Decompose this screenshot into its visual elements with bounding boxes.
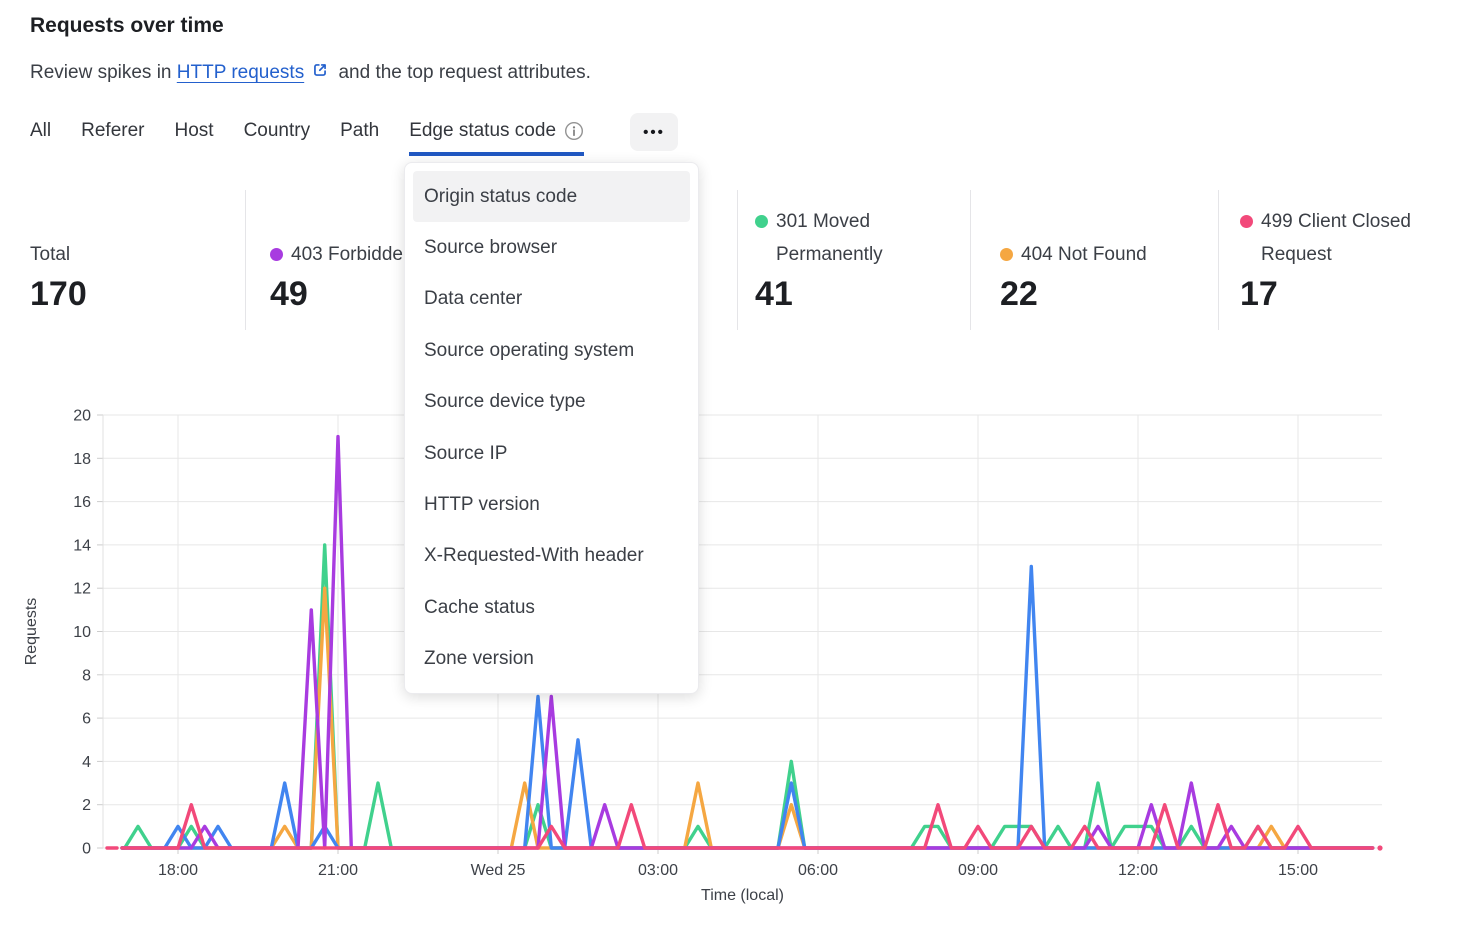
stat-label-text: 499 Client Closed Request [1261, 211, 1411, 265]
y-tick-label: 6 [82, 711, 91, 728]
legend-dot [270, 248, 283, 261]
tab-country[interactable]: Country [244, 120, 311, 152]
stat-label-text: 404 Not Found [1021, 244, 1147, 265]
http-requests-link[interactable]: HTTP requests [176, 62, 305, 83]
y-tick-label: 16 [73, 494, 91, 511]
x-tick-label: 12:00 [1118, 862, 1158, 879]
stats-divider [1218, 190, 1219, 330]
stat-label-text: 403 Forbidden [291, 244, 414, 265]
stats-divider [737, 190, 738, 330]
tab-label: Edge status code [409, 120, 557, 141]
legend-dot [755, 215, 768, 228]
subtitle-prefix: Review spikes in [30, 62, 177, 83]
y-tick-label: 10 [73, 624, 91, 641]
tab-edge-status-code[interactable]: Edge status code [409, 120, 585, 156]
y-axis-title: Requests [23, 598, 40, 666]
tab-label: Country [243, 120, 311, 141]
tab-host[interactable]: Host [174, 120, 213, 152]
x-tick-label: 09:00 [958, 862, 998, 879]
x-tick-label: 06:00 [798, 862, 838, 879]
info-icon[interactable] [564, 121, 584, 141]
stat-value: 17 [1240, 275, 1278, 313]
more-tabs-button[interactable]: ••• [630, 113, 679, 151]
y-tick-label: 20 [73, 408, 91, 425]
stats-divider [970, 190, 971, 330]
stat-value: 49 [270, 275, 308, 313]
tab-all[interactable]: All [30, 120, 51, 152]
x-tick-label: Wed 25 [471, 862, 526, 879]
tab-label: Host [174, 120, 214, 141]
stat-card-403-forbidden: 403 Forbidden 49 [270, 190, 440, 312]
menu-item-cache-status[interactable]: Cache status [424, 596, 535, 618]
menu-item-source-operating-system[interactable]: Source operating system [424, 339, 635, 361]
stats-divider [245, 190, 246, 330]
menu-item-zone-version[interactable]: Zone version [424, 648, 534, 670]
menu-item-http-version[interactable]: HTTP version [424, 494, 540, 516]
page-subtitle: Review spikes in HTTP requests and the t… [30, 61, 591, 85]
stat-label-text: 301 Moved Permanently [776, 211, 883, 265]
y-tick-label: 4 [82, 754, 91, 771]
stat-value: 170 [30, 275, 87, 313]
tab-path[interactable]: Path [340, 120, 379, 152]
menu-item-origin-status-code[interactable]: Origin status code [413, 171, 690, 223]
x-tick-label: 21:00 [318, 862, 358, 879]
y-tick-label: 14 [73, 537, 91, 554]
stat-card-404-not-found: 404 Not Found 22 [1000, 190, 1220, 312]
series-end-dot [1377, 845, 1383, 851]
x-tick-label: 15:00 [1278, 862, 1318, 879]
legend-dot [1240, 215, 1253, 228]
stat-value: 41 [755, 275, 793, 313]
legend-dot [1000, 248, 1013, 261]
attribute-dropdown-menu: Origin status code Source browser Data cen… [404, 162, 699, 694]
tab-label: Referer [81, 120, 145, 141]
external-link-icon [311, 61, 329, 85]
tab-referer[interactable]: Referer [81, 120, 144, 152]
stat-label: 403 Forbidden [270, 238, 414, 271]
series-301-moved-permanently [120, 543, 1375, 850]
y-tick-label: 2 [82, 797, 91, 814]
y-tick-label: 8 [82, 667, 91, 684]
menu-item-source-device-type[interactable]: Source device type [424, 391, 586, 413]
stat-label: 301 Moved Permanently [755, 205, 933, 271]
stat-label: 499 Client Closed Request [1240, 205, 1448, 271]
menu-item-x-requested-with-header[interactable]: X-Requested-With header [424, 545, 644, 567]
menu-item-source-ip[interactable]: Source IP [424, 442, 508, 464]
stat-card-total: Total 170 [30, 190, 230, 312]
stat-card-301-moved-permanently: 301 Moved Permanently 41 [755, 190, 933, 312]
tab-label: Path [340, 120, 380, 141]
tab-label: All [30, 120, 52, 141]
stat-label: 404 Not Found [1000, 238, 1147, 271]
x-tick-label: 18:00 [158, 862, 198, 879]
series-499-client-closed-request [120, 803, 1375, 850]
menu-item-data-center[interactable]: Data center [424, 288, 523, 310]
x-axis-title: Time (local) [701, 887, 784, 904]
stat-card-499-client-closed-request: 499 Client Closed Request 17 [1240, 190, 1448, 312]
tabs-row: All Referer Host Country Path Edge status cod… [30, 113, 679, 156]
y-tick-label: 18 [73, 451, 91, 468]
series-403-forbidden [120, 434, 1375, 850]
x-tick-label: 03:00 [638, 862, 678, 879]
page-title: Requests over time [30, 14, 224, 37]
y-tick-label: 0 [82, 841, 91, 858]
stat-label-text: Total [30, 244, 71, 265]
menu-item-source-browser[interactable]: Source browser [424, 237, 558, 259]
stat-value: 22 [1000, 275, 1038, 313]
subtitle-suffix: and the top request attributes. [333, 62, 591, 83]
y-tick-label: 12 [73, 581, 91, 598]
stat-label: Total [30, 238, 70, 271]
